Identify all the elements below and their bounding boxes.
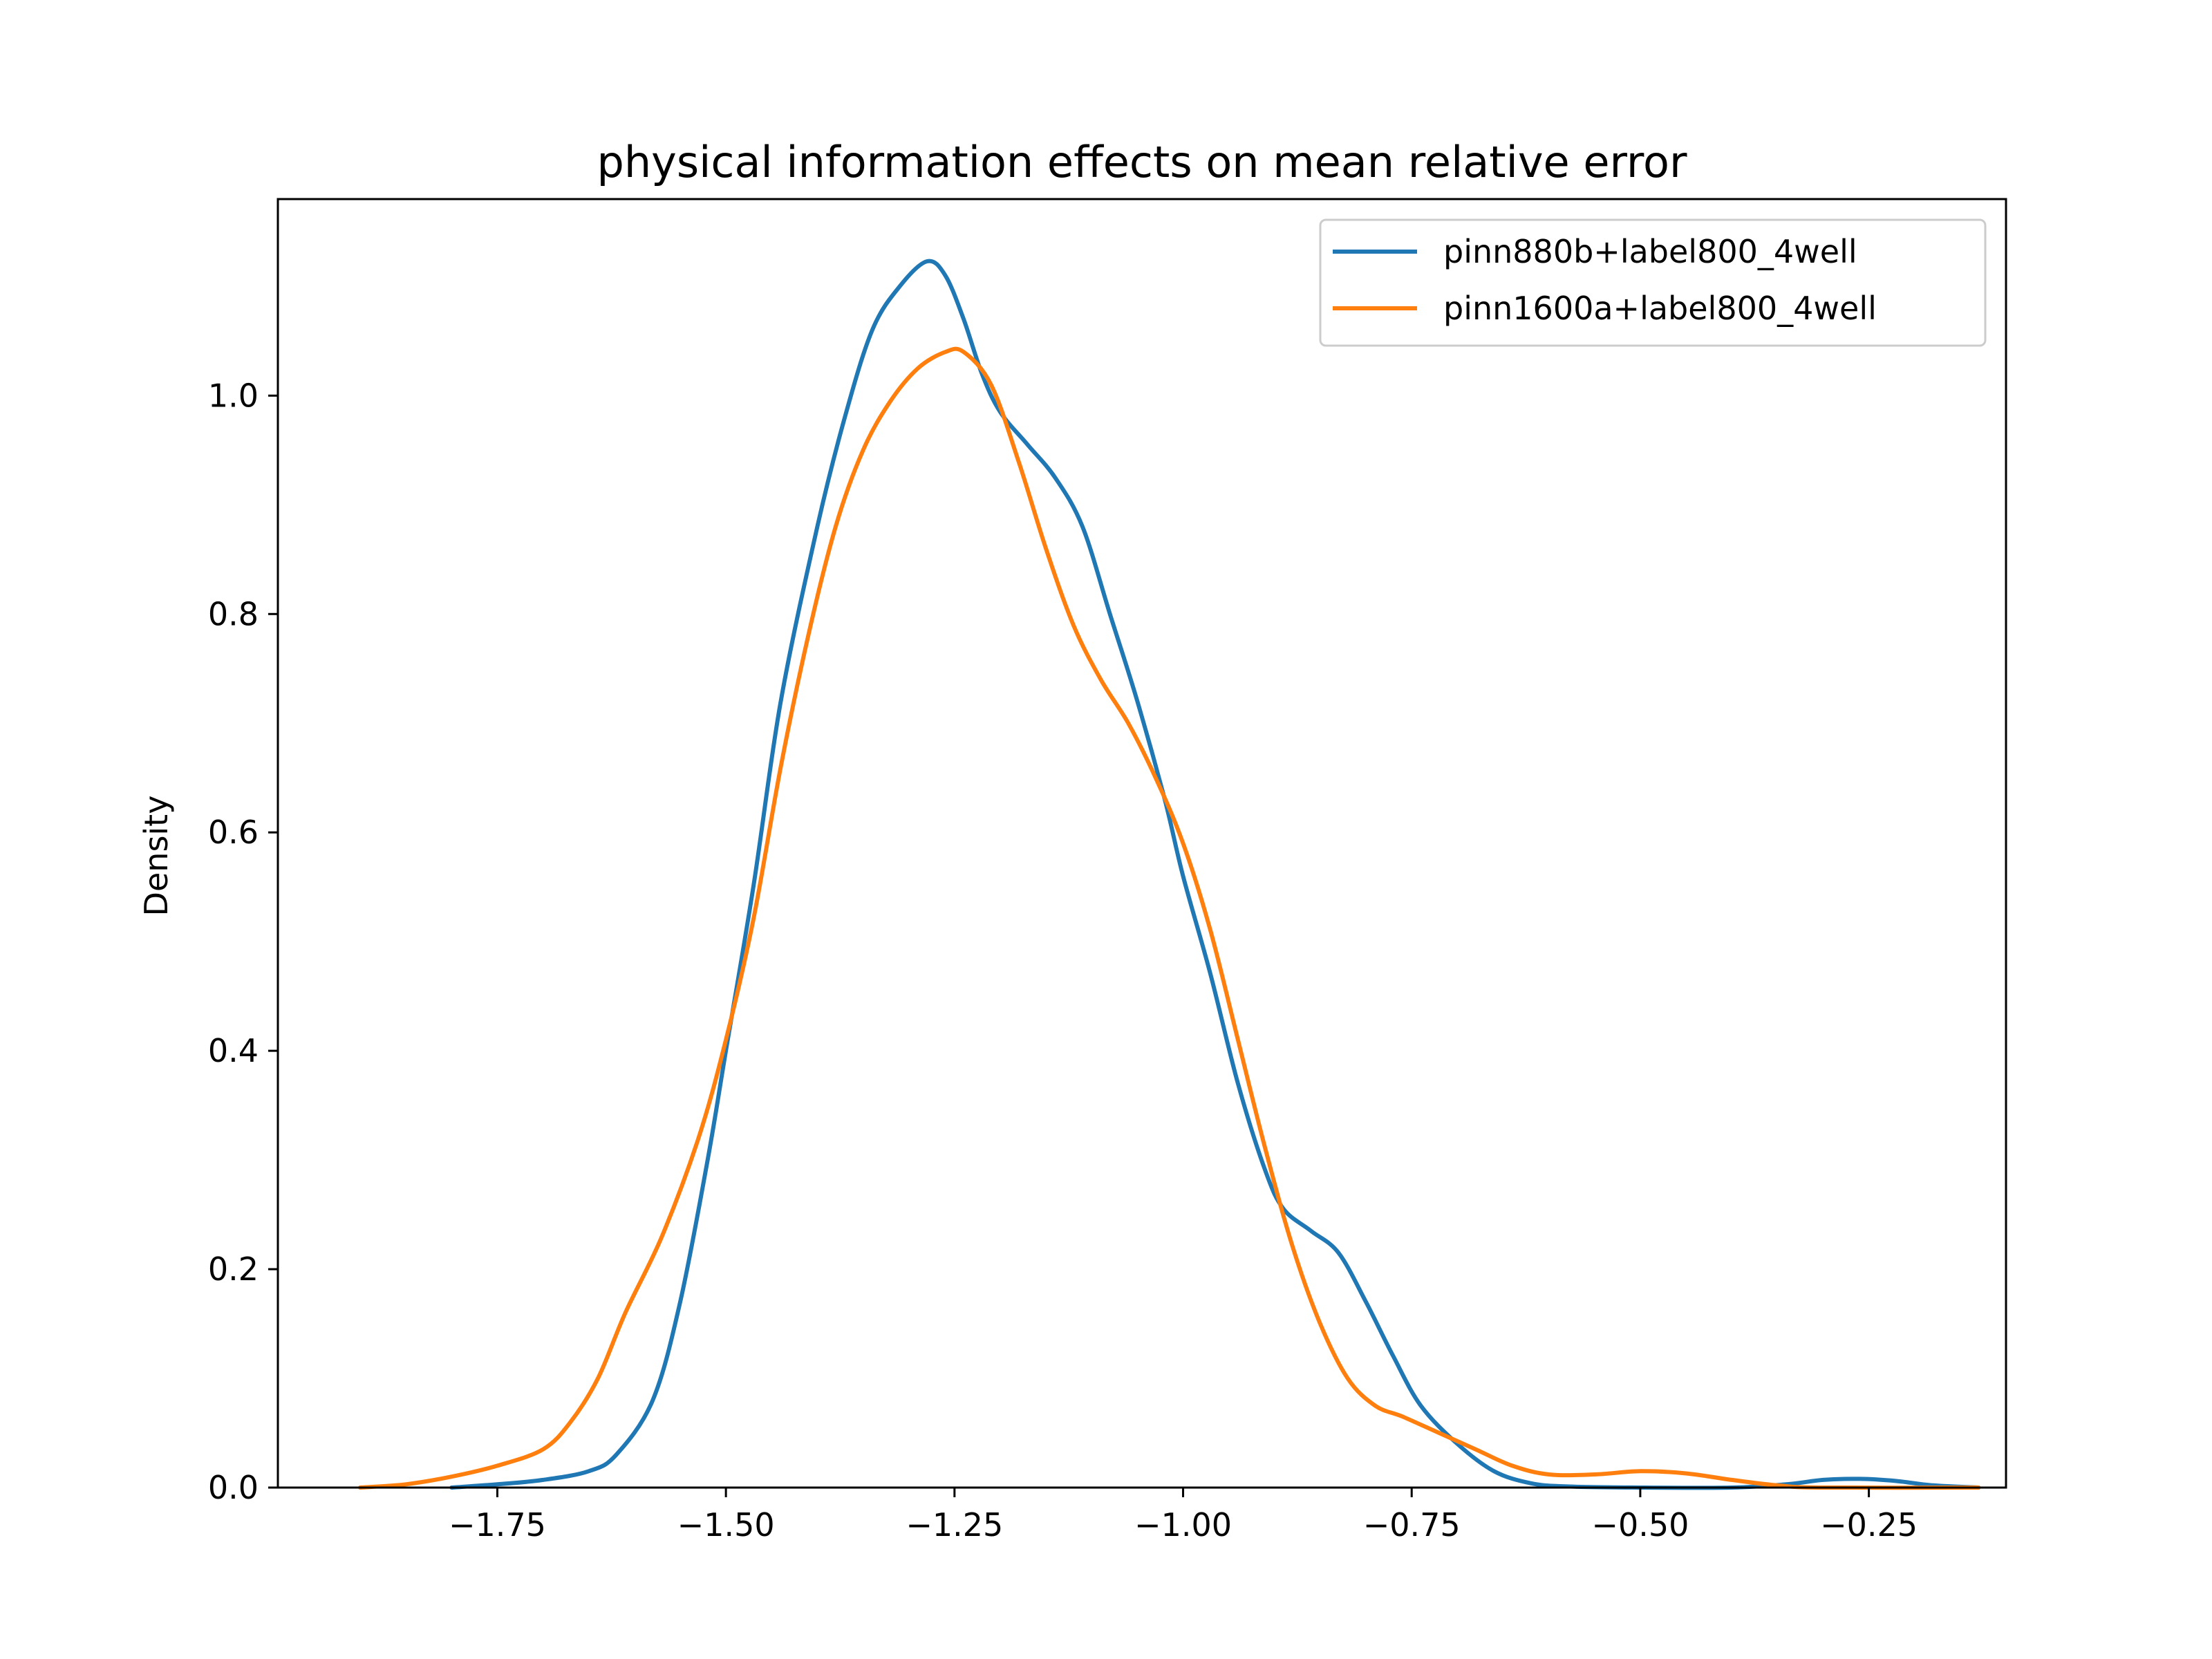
y-tick-label: 0.4 xyxy=(208,1032,259,1069)
y-tick-label: 0.2 xyxy=(208,1250,259,1288)
x-tick-label: −1.75 xyxy=(449,1506,546,1544)
y-axis-ticks: 0.0 0.2 0.4 0.6 0.8 1.0 xyxy=(208,377,278,1506)
x-tick-label: −1.00 xyxy=(1134,1506,1232,1544)
legend-label-series-1: pinn880b+label800_4well xyxy=(1443,233,1857,270)
y-tick-label: 0.0 xyxy=(208,1469,259,1506)
x-axis-ticks: −1.75 −1.50 −1.25 −1.00 −0.75 −0.50 −0.25 xyxy=(449,1488,1918,1544)
plot-lines xyxy=(358,259,1981,1490)
x-tick-label: −1.50 xyxy=(677,1506,775,1544)
legend-box xyxy=(1319,218,1987,347)
plot-frame xyxy=(276,198,2007,1489)
y-tick-label: 0.8 xyxy=(208,595,259,632)
legend-label-series-2: pinn1600a+label800_4well xyxy=(1443,290,1877,327)
legend: pinn880b+label800_4well pinn1600a+label8… xyxy=(1319,218,1987,347)
y-tick-label: 0.6 xyxy=(208,814,259,851)
y-axis-label: Density xyxy=(138,796,175,917)
chart-title: physical information effects on mean rel… xyxy=(597,137,1687,187)
density-line-series-1 xyxy=(449,259,1981,1490)
x-tick-label: −0.50 xyxy=(1591,1506,1689,1544)
x-tick-label: −0.25 xyxy=(1820,1506,1918,1544)
density-line-series-2 xyxy=(358,346,1981,1490)
x-tick-label: −1.25 xyxy=(906,1506,1003,1544)
y-tick-label: 1.0 xyxy=(208,377,259,414)
x-tick-label: −0.75 xyxy=(1363,1506,1461,1544)
